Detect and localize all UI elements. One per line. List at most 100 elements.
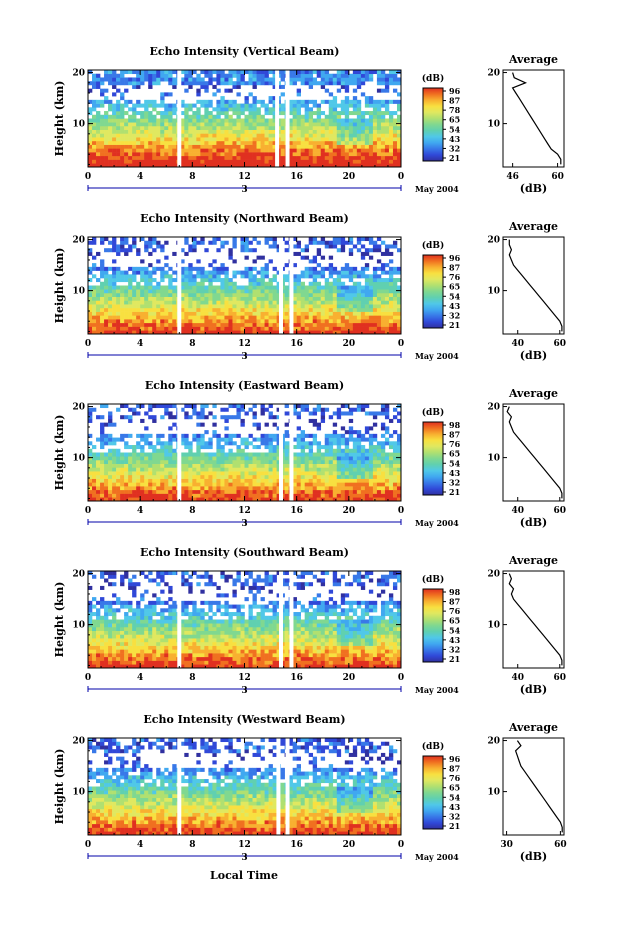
heatmap-cell [308,322,314,327]
heatmap-cell [164,144,169,149]
heatmap-cell [300,103,305,108]
y-axis-label: Height (km) [53,248,66,324]
heatmap-cell [296,437,301,442]
heatmap-cell [184,319,189,324]
heatmap-cell [96,497,101,502]
heatmap-cell [368,300,374,305]
heatmap-cell [348,467,354,472]
heatmap-cell [268,148,273,153]
heatmap-cell [336,296,342,301]
data-gap [177,70,182,167]
heatmap-cell [240,292,245,297]
heatmap-cell [124,289,129,294]
heatmap-cell [144,474,149,479]
heatmap-cell [208,137,213,142]
heatmap-cell [196,77,201,82]
heatmap-cell [88,270,93,275]
heatmap-cell [368,281,374,286]
heatmap-cell [256,163,261,168]
heatmap-cell [252,140,257,145]
heatmap-cell [364,129,370,134]
heatmap-cell [244,133,249,138]
heatmap-cell [280,125,285,130]
heatmap-cell [88,456,93,461]
heatmap-cell [396,304,402,309]
heatmap-cell [96,118,101,123]
heatmap-cell [384,311,390,316]
heatmap-cell [360,463,366,468]
heatmap-cell [264,433,269,438]
heatmap-cell [148,244,153,249]
heatmap-cell [272,107,277,112]
heatmap-cell [224,322,229,327]
heatmap-cell [356,304,362,309]
heatmap-cell [228,292,233,297]
heatmap-cell [272,452,277,457]
heatmap-cell [180,118,185,123]
heatmap-cell [228,448,233,453]
heatmap-cell [128,274,133,279]
heatmap-cell [296,307,301,312]
heatmap-cell [104,99,109,104]
heatmap-cell [356,274,362,279]
heatmap-cell [344,296,350,301]
heatmap-cell [232,482,237,487]
heatmap-cell [268,307,273,312]
heatmap-cell [328,493,334,498]
heatmap-cell [316,144,322,149]
heatmap-cell [196,259,201,264]
heatmap-cell [232,111,237,116]
heatmap-cell [180,278,185,283]
heatmap-cell [396,289,402,294]
heatmap-cell [108,478,113,483]
heatmap-cell [92,81,97,86]
heatmap-cell [116,133,121,138]
heatmap-cells [88,70,402,168]
heatmap-cell [120,330,125,335]
data-gap [177,237,182,334]
heatmap-cell [188,73,193,78]
heatmap-cell [264,300,269,305]
heatmap-cell [248,664,253,669]
heatmap-cell [284,489,289,494]
heatmap-cell [236,129,241,134]
heatmap-cell [192,278,197,283]
heatmap-cell [92,240,97,245]
heatmap-cell [92,482,97,487]
heatmap-cell [268,81,273,86]
heatmap-cell [196,448,201,453]
heatmap-cell [112,73,117,78]
heatmap-cell [244,300,249,305]
heatmap-cell [264,281,269,286]
heatmap-cell [240,140,245,145]
heatmap-cell [276,315,281,320]
heatmap-cell [140,266,145,271]
heatmap-cell [156,137,161,142]
heatmap-cell [204,70,209,75]
heatmap-cell [136,148,141,153]
heatmap-cell [224,471,229,476]
heatmap-cell [196,664,201,669]
heatmap-cell [196,266,201,271]
heatmap-cell [152,140,157,145]
heatmap-cell [332,285,338,290]
heatmap-cell [312,99,318,104]
heatmap-cell [88,88,93,93]
heatmap-cell [320,111,326,116]
heatmap-cell [324,319,330,324]
heatmap-cell [156,467,161,472]
heatmap-cell [220,437,225,442]
heatmap-cell [316,281,322,286]
heatmap-cell [372,152,378,157]
heatmap-cell [120,433,125,438]
heatmap-cell [276,311,281,316]
heatmap-cell [160,497,165,502]
heatmap-cell [344,159,350,164]
heatmap-cell [112,311,117,316]
heatmap-cell [96,285,101,290]
heatmap-cell [388,77,394,82]
heatmap-cell [100,263,105,268]
heatmap-cell [268,244,273,249]
heatmap-cell [340,289,346,294]
heatmap-cell [384,478,390,483]
